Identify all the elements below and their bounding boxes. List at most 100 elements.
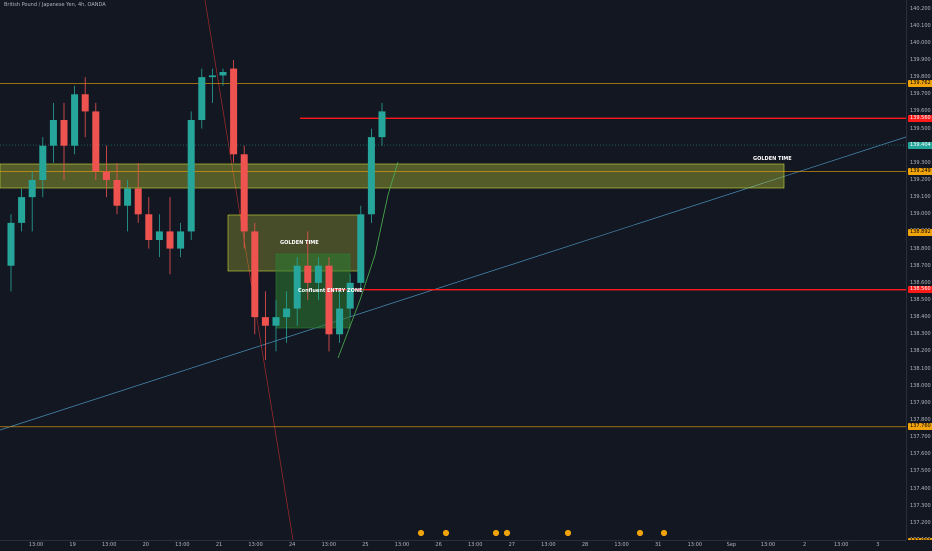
time-tick-label: 13:00 bbox=[614, 542, 629, 548]
candle-body bbox=[7, 222, 15, 266]
candle-body bbox=[18, 197, 26, 223]
time-tick-label: 13:00 bbox=[760, 542, 776, 548]
candle-body bbox=[230, 68, 238, 155]
candle-body bbox=[39, 145, 47, 180]
golden-time-top-label: GOLDEN TIME bbox=[753, 156, 792, 162]
time-tick-label: 13:00 bbox=[101, 542, 117, 548]
price-axis[interactable]: 140.200 140.100 140.000 139.900 139.800 139.7… bbox=[906, 0, 932, 540]
candle-body bbox=[378, 111, 386, 138]
time-tick-label: 13:00 bbox=[687, 542, 703, 548]
candle-body bbox=[92, 111, 100, 172]
time-tick-label: 26 bbox=[435, 542, 442, 548]
price-tick-label: 139.200 bbox=[910, 177, 931, 183]
price-tick-label: 139.800 bbox=[910, 74, 931, 81]
candle-body bbox=[251, 231, 259, 318]
candle-body bbox=[81, 94, 89, 112]
red-diagonal-line bbox=[204, 0, 294, 540]
time-tick-label: 25 bbox=[362, 542, 369, 548]
price-tick-label: 138.000 bbox=[910, 382, 931, 389]
time-tick-label: 24 bbox=[289, 542, 296, 548]
trend-line bbox=[0, 136, 906, 431]
price-tick-label: 138.300 bbox=[910, 331, 931, 338]
event-marker-icon bbox=[636, 529, 644, 537]
price-tag: 139.560 bbox=[908, 114, 932, 122]
price-tick-label: 138.700 bbox=[910, 262, 931, 269]
event-marker-icon bbox=[564, 529, 572, 537]
event-marker-icon bbox=[660, 529, 668, 537]
candle-body bbox=[49, 120, 57, 146]
price-tick-label: 138.400 bbox=[910, 314, 931, 321]
time-tick-label: 28 bbox=[581, 542, 589, 548]
time-tick-label: 3 bbox=[876, 542, 880, 548]
time-tick-label: Sep bbox=[726, 542, 737, 548]
candle-body bbox=[155, 231, 163, 240]
price-tick-label: 139.000 bbox=[910, 211, 931, 218]
candle-body bbox=[325, 265, 333, 335]
price-tick-label: 138.600 bbox=[910, 279, 931, 286]
candle-body bbox=[357, 214, 365, 283]
price-tick-label: 137.200 bbox=[910, 519, 931, 526]
price-tick-label: 138.500 bbox=[910, 297, 931, 303]
price-tick-label: 137.600 bbox=[910, 451, 931, 458]
chart-canvas[interactable]: British Pound / Japanese Yen, 4h, OANDA … bbox=[0, 0, 906, 540]
candle-body bbox=[304, 265, 312, 283]
time-tick-label: 13:00 bbox=[321, 542, 337, 548]
price-tick-label: 139.900 bbox=[910, 57, 931, 63]
price-tag: 139.249 bbox=[908, 168, 932, 176]
event-marker-icon bbox=[503, 529, 511, 537]
price-tick-label: 139.300 bbox=[910, 159, 931, 166]
price-tick-label: 139.600 bbox=[910, 108, 931, 115]
candle-body bbox=[346, 282, 354, 309]
time-tick-label: 13:00 bbox=[833, 542, 849, 548]
time-tick-label: 13:00 bbox=[248, 542, 263, 548]
golden-time-box-label: GOLDEN TIME bbox=[280, 240, 319, 246]
price-tag: 137.760 bbox=[908, 423, 932, 431]
candle-body bbox=[272, 317, 280, 326]
time-tick-label: 20 bbox=[142, 542, 149, 548]
time-tick-label: 13:00 bbox=[467, 542, 483, 548]
event-marker-icon bbox=[492, 529, 500, 537]
candle-body bbox=[261, 317, 269, 326]
price-tick-label: 138.800 bbox=[910, 245, 931, 252]
price-tick-label: 137.300 bbox=[910, 502, 931, 509]
price-tick-label: 139.700 bbox=[910, 91, 931, 98]
price-tick-label: 137.900 bbox=[910, 399, 931, 406]
candle-body bbox=[28, 180, 36, 198]
time-tick-label: 13:00 bbox=[28, 542, 44, 548]
price-tick-label: 137.700 bbox=[910, 434, 931, 441]
candlestick-chart[interactable] bbox=[0, 0, 906, 540]
candle-body bbox=[336, 308, 344, 335]
symbol-title: British Pound / Japanese Yen, 4h, OANDA bbox=[4, 2, 106, 8]
event-marker-icon bbox=[442, 529, 450, 537]
golden-zone-band bbox=[0, 163, 785, 189]
price-tick-label: 140.100 bbox=[910, 22, 931, 29]
candle-body bbox=[177, 231, 185, 249]
candle-body bbox=[166, 231, 174, 249]
price-tick-label: 137.800 bbox=[910, 417, 931, 423]
candle-body bbox=[71, 94, 79, 146]
time-tick-label: 13:00 bbox=[394, 542, 410, 548]
time-tick-label: 13:00 bbox=[175, 542, 190, 548]
price-tick-label: 140.000 bbox=[910, 39, 931, 46]
price-tick-label: 140.200 bbox=[910, 5, 931, 12]
candle-body bbox=[124, 188, 132, 206]
price-tag: 137.092 bbox=[908, 537, 932, 540]
candle-body bbox=[187, 120, 195, 232]
time-tick-label: 21 bbox=[215, 542, 223, 548]
price-tag: 138.892 bbox=[908, 229, 932, 237]
price-tick-label: 139.500 bbox=[910, 125, 931, 132]
candle-body bbox=[208, 75, 216, 78]
candle-body bbox=[145, 214, 153, 240]
time-tick-label: 27 bbox=[508, 542, 515, 548]
time-tick-label: 2 bbox=[803, 542, 807, 548]
candle-body bbox=[219, 72, 227, 76]
price-tick-label: 138.200 bbox=[910, 348, 931, 355]
projection-arrow bbox=[337, 161, 399, 359]
time-tick-label: 19 bbox=[69, 542, 76, 548]
price-tick-label: 139.100 bbox=[910, 194, 931, 201]
time-axis[interactable]: 13:00 19 13:00 20 13:00 21 13:00 24 13:00 25 13:00… bbox=[0, 540, 906, 551]
candle-body bbox=[102, 171, 110, 180]
candle-body bbox=[314, 265, 322, 283]
candle-body bbox=[113, 180, 121, 206]
candle-body bbox=[60, 120, 68, 146]
